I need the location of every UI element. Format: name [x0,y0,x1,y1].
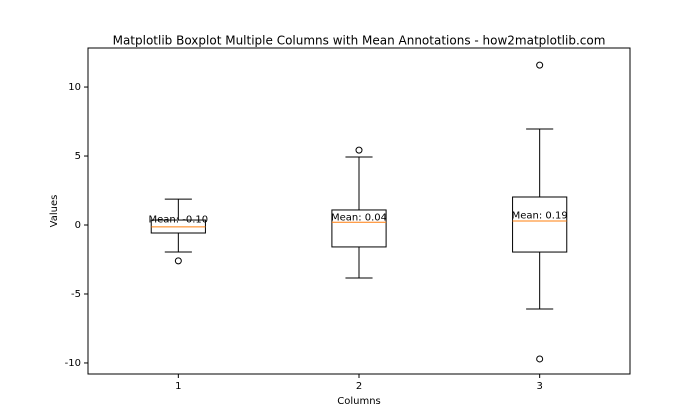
plot-frame [87,47,631,375]
mean-label: Mean: 0.19 [512,210,568,221]
y-tick-label: 10 [68,82,81,93]
x-tick-label: 3 [536,381,542,392]
y-tick-label: 5 [75,151,81,162]
flier [536,355,544,363]
box [331,209,387,248]
mean-label: Mean: -0.10 [148,214,208,225]
x-tick-label: 2 [356,381,362,392]
y-tick-label: -10 [65,358,81,369]
y-tick-label: 0 [75,220,81,231]
y-axis-label: Values [49,195,60,228]
mean-label: Mean: 0.04 [331,212,387,223]
x-axis-label: Columns [337,396,381,407]
flier [174,257,182,265]
box [512,196,568,253]
chart-title: Matplotlib Boxplot Multiple Columns with… [113,34,606,48]
flier [536,61,544,69]
x-tick-label: 1 [175,381,181,392]
y-tick-label: -5 [71,289,81,300]
flier [355,146,363,154]
